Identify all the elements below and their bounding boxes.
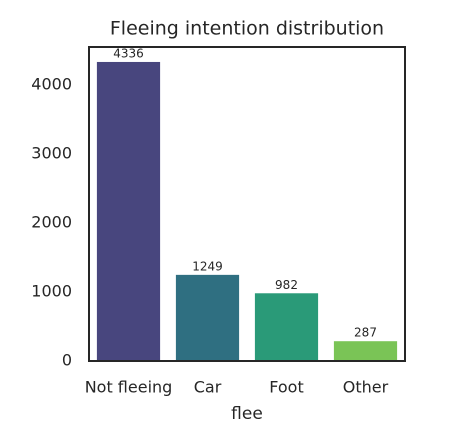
bar [96, 61, 161, 362]
data-label: 1249 [192, 259, 223, 273]
x-tick-label: Car [194, 378, 222, 397]
bar [175, 274, 240, 361]
y-tick-label: 1000 [31, 282, 72, 301]
bar [254, 293, 319, 361]
bar [333, 341, 398, 361]
x-tick-label: Other [343, 378, 389, 397]
y-tick-label: 0 [62, 351, 72, 370]
plot-frame [88, 46, 406, 362]
data-label: 4336 [113, 46, 144, 60]
chart-title: Fleeing intention distribution [110, 18, 384, 40]
y-tick-label: 4000 [31, 75, 72, 94]
data-label: 982 [275, 278, 298, 292]
y-tick-label: 3000 [31, 144, 72, 163]
y-tick-label: 2000 [31, 213, 72, 232]
x-tick-label: Foot [269, 378, 303, 397]
x-axis-label: flee [231, 404, 263, 424]
data-label: 287 [354, 326, 377, 340]
x-tick-label: Not fleeing [85, 378, 173, 397]
